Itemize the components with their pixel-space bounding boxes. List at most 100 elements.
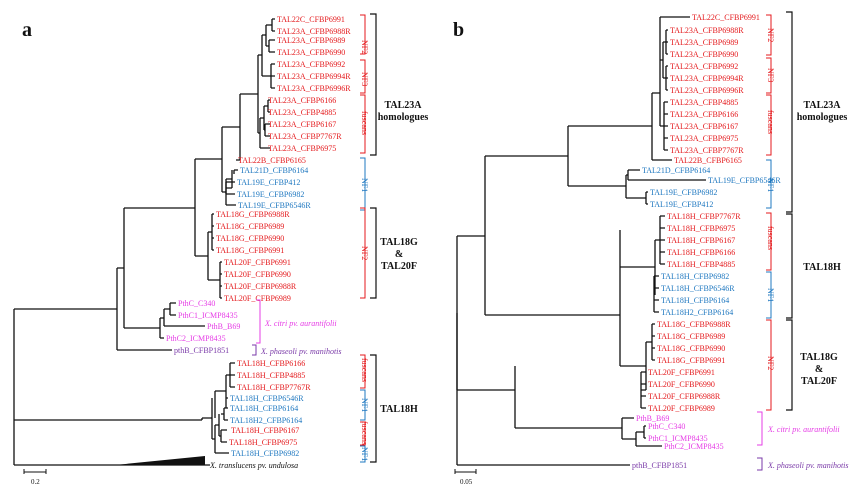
tip-label: TAL18H_CFBP7767R	[237, 383, 311, 392]
tip-label: TAL23A_CFBP6975	[268, 144, 336, 153]
tip-label: TAL18G_CFBP6989	[216, 222, 284, 231]
tip-label: TAL19E_CFBP6982	[650, 188, 717, 197]
tip-label: PthC_C340	[178, 299, 215, 308]
tip-label: TAL23A_CFBP6166	[670, 110, 738, 119]
panel-a-group-label: NF1	[360, 398, 369, 412]
panel-a-group-label: NF3	[360, 72, 369, 86]
panel-a-group-label: fuscans	[360, 421, 369, 445]
tip-label: TAL18G_CFBP6988R	[657, 320, 731, 329]
panel-b-clade-label: &	[815, 364, 823, 375]
panel-a-species-label: X. citri pv. aurantifolii	[264, 319, 337, 328]
tip-label: TAL19E_CFBP6546R	[708, 176, 781, 185]
panel-b-clade-label: TAL18H	[803, 262, 841, 273]
panel-b-species-label: X. phaseoli pv. manihotis	[767, 461, 849, 470]
tip-label: TAL23A_CFBP6989	[277, 36, 345, 45]
tip-label: TAL20F_CFBP6990	[224, 270, 291, 279]
tip-label: TAL23A_CFBP6167	[670, 122, 738, 131]
tip-label: PthC_C340	[648, 422, 685, 431]
panel-a-letter: a	[22, 19, 32, 41]
panel-b-clade-label: TAL20F	[801, 376, 837, 387]
panel-b: b	[453, 11, 849, 486]
tip-label: TAL18H_CFBP6982	[231, 449, 299, 458]
panel-a-species: X. citri pv. aurantifolii X. phaseoli pv…	[209, 299, 342, 470]
panel-a-scale-bar: 0.2	[23, 469, 47, 486]
tip-label: TAL18H_CFBP4885	[667, 260, 735, 269]
tip-label: PthC1_ICMP8435	[648, 434, 708, 443]
panel-a-group-label: NF2	[360, 40, 369, 54]
tip-label: TAL18H_CFBP6546R	[661, 284, 735, 293]
panel-a-clade-brackets	[370, 13, 377, 463]
panel-b-group-brackets	[766, 14, 772, 411]
panel-b-group-label: NF2	[766, 356, 775, 370]
tip-label: TAL18H_CFBP6167	[231, 426, 299, 435]
tip-label: TAL18H_CFBP6167	[667, 236, 735, 245]
tip-label: pthB_CFBP1851	[174, 346, 229, 355]
tip-label: TAL23A_CFBP6988R	[277, 27, 351, 36]
tip-label: TAL18H2_CFBP6164	[661, 308, 733, 317]
tip-label: TAL19E_CFBP412	[650, 200, 713, 209]
tip-label: PthB_B69	[207, 322, 240, 331]
panel-b-tree	[456, 16, 706, 466]
panel-b-species: X. citri pv. aurantifolii X. phaseoli pv…	[757, 411, 849, 471]
panel-a-collapsed-clade-triangle	[115, 456, 205, 465]
tip-label: TAL19E_CFBP412	[237, 178, 300, 187]
panel-a-clade-label: TAL18G	[380, 237, 418, 248]
panel-a-species-label: X. translucens pv. undulosa	[209, 461, 298, 470]
panel-b-group-label: NF1	[766, 178, 775, 192]
tip-label: TAL18H_CFBP6975	[667, 224, 735, 233]
tip-label: TAL23A_CFBP6990	[670, 50, 738, 59]
panel-a-clade-label: &	[395, 249, 403, 260]
panel-a-clade-labels: TAL23A homologues TAL18G & TAL20F TAL18H	[378, 100, 429, 415]
panel-b-clade-labels: TAL23A homologues TAL18H TAL18G & TAL20F	[797, 100, 848, 387]
tip-label: TAL23A_CFBP6975	[670, 134, 738, 143]
tip-label: PthC2_ICMP8435	[166, 334, 226, 343]
tip-label: TAL18G_CFBP6988R	[216, 210, 290, 219]
panel-b-group-label: NF3	[766, 68, 775, 82]
tip-label: TAL23A_CFBP6990	[277, 48, 345, 57]
panel-a-group-label: NF1	[360, 447, 369, 461]
panel-b-group-label: NF2	[766, 28, 775, 42]
tip-label: TAL18G_CFBP6991	[657, 356, 725, 365]
tip-label: TAL18H_CFBP6164	[230, 404, 298, 413]
panel-a: a	[13, 13, 429, 486]
tip-label: TAL19E_CFBP6546R	[238, 201, 311, 210]
tip-label: TAL23A_CFBP7767R	[268, 132, 342, 141]
tip-label: TAL18H_CFBP6975	[229, 438, 297, 447]
panel-a-clade-label: TAL23A	[384, 100, 422, 111]
tip-label: TAL20F_CFBP6991	[224, 258, 291, 267]
panel-b-clade-label: TAL18G	[800, 352, 838, 363]
tip-label: TAL18H_CFBP7767R	[667, 212, 741, 221]
tip-label: TAL18H_CFBP6166	[237, 359, 305, 368]
tip-label: TAL23A_CFBP6166	[268, 96, 336, 105]
tip-label: pthB_CFBP1851	[632, 461, 687, 470]
panel-b-clade-label: homologues	[797, 112, 848, 123]
tip-label: TAL23A_CFBP4885	[670, 98, 738, 107]
tip-label: TAL23A_CFBP7767R	[670, 146, 744, 155]
panel-b-clade-brackets	[786, 11, 793, 411]
tip-label: TAL18G_CFBP6991	[216, 246, 284, 255]
tip-label: TAL21D_CFBP6164	[240, 166, 308, 175]
tip-label: TAL20F_CFBP6988R	[224, 282, 297, 291]
panel-a-clade-label: homologues	[378, 112, 429, 123]
tip-label: TAL23A_CFBP6989	[670, 38, 738, 47]
tip-label: TAL22B_CFBP6165	[674, 156, 742, 165]
panel-a-scale-label: 0.2	[31, 478, 40, 486]
tip-label: TAL18H2_CFBP6164	[230, 416, 302, 425]
tip-label: TAL23A_CFBP6996R	[670, 86, 744, 95]
panel-a-tree	[13, 18, 275, 466]
panel-b-group-label: NF1	[766, 288, 775, 302]
tip-label: TAL20F_CFBP6989	[648, 404, 715, 413]
panel-b-letter: b	[453, 19, 464, 41]
tip-label: TAL18G_CFBP6990	[216, 234, 284, 243]
tip-label: TAL23A_CFBP6994R	[277, 72, 351, 81]
tip-label: TAL18H_CFBP6164	[661, 296, 729, 305]
tip-label: TAL18H_CFBP6982	[661, 272, 729, 281]
tip-label: TAL23A_CFBP6994R	[670, 74, 744, 83]
panel-a-group-label: fuscans	[360, 111, 369, 135]
tip-label: TAL18G_CFBP6989	[657, 332, 725, 341]
panel-a-group-labels: NF2 NF3 fuscans NF1 NF2 fuscans NF1 fusc…	[360, 40, 369, 461]
tip-label: PthC2_ICMP8435	[664, 442, 724, 451]
panel-b-tip-labels: TAL22C_CFBP6991 TAL23A_CFBP6988R TAL23A_CF…	[632, 13, 781, 470]
tip-label: TAL22C_CFBP6991	[277, 15, 345, 24]
